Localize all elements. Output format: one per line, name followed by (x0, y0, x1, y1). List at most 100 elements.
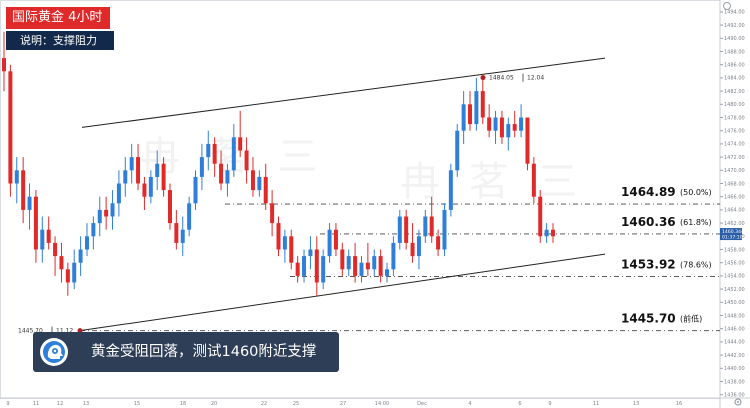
candle-down (174, 223, 179, 243)
y-tick-label: 1438.00 (724, 379, 745, 385)
candle-up (461, 104, 466, 131)
candle-down (2, 58, 6, 72)
time-axis: 9 11 12 13 15 18 20 22 25 27 14:00 Dec 4 6 9 11 13 16 (6, 401, 682, 407)
candle-up (391, 242, 396, 270)
candle-up (416, 236, 421, 257)
x-tick-label: 4 (468, 401, 471, 407)
candle-up (187, 203, 192, 230)
low-point-marker (77, 328, 83, 334)
candle-down (436, 236, 441, 250)
gear-icon[interactable] (733, 397, 743, 407)
x-tick-label: 6 (518, 401, 521, 407)
y-tick-label: 1442.00 (724, 353, 745, 359)
current-price-tag (720, 228, 742, 241)
candle-up (231, 137, 236, 171)
candle-up (40, 229, 45, 250)
y-tick-label: 1486.00 (724, 63, 745, 69)
y-tick-label: 1450.00 (724, 300, 745, 306)
candle-up (302, 256, 307, 276)
candle-up (91, 223, 96, 237)
candle-down (340, 249, 345, 270)
candle-up (148, 176, 153, 197)
candle-down (487, 117, 492, 131)
candle-up (27, 196, 32, 210)
y-tick-label: 1468.00 (724, 181, 745, 187)
candle-down (353, 256, 358, 276)
candle-up (359, 262, 364, 276)
x-tick-label: 9 (6, 401, 9, 407)
candle-up (442, 209, 447, 250)
level-note: (前低) (680, 314, 702, 324)
y-tick-label: 1452.00 (724, 287, 745, 293)
channel-upper-line (81, 57, 606, 128)
x-tick-label: 15 (134, 401, 140, 407)
current-price-value: 1460.344 (722, 229, 744, 235)
y-tick-label: 1462.00 (724, 221, 745, 227)
candle-up (123, 170, 128, 184)
circle-icon[interactable] (722, 1, 732, 11)
candle-up (282, 236, 287, 250)
level-note: (61.8%) (680, 218, 712, 227)
candle-down (65, 269, 70, 283)
y-tick-label: 1476.00 (724, 129, 745, 135)
x-tick-label: 9 (548, 401, 551, 407)
candle-down (295, 262, 300, 276)
price-points: 1484.05 12.04 1445.70 11.12 (18, 73, 544, 335)
price-axis: 1494.00 1492.00 1490.00 1488.00 1486.00 1484.… (720, 10, 745, 399)
y-tick-label: 1448.00 (724, 313, 745, 319)
x-tick-label: 22 (261, 401, 267, 407)
candle-up (519, 117, 524, 131)
low-point-price: 1445.70 (18, 328, 43, 335)
candle-down (53, 242, 58, 257)
candle-down (46, 229, 51, 243)
y-tick-label: 1444.00 (724, 340, 745, 346)
candle-down (136, 157, 141, 184)
candle-up (110, 203, 115, 217)
candle-down (365, 262, 370, 270)
high-point-marker (480, 75, 486, 81)
y-tick-label: 1446.00 (724, 327, 745, 333)
candle-down (525, 117, 530, 164)
x-tick-label: Dec (417, 401, 427, 407)
x-tick-label: 13 (83, 401, 89, 407)
y-tick-label: 1454.00 (724, 274, 745, 280)
candle-down (21, 170, 26, 210)
candle-down (410, 242, 415, 257)
y-tick-label: 1482.00 (724, 89, 745, 95)
y-tick-label: 1480.00 (724, 102, 745, 108)
x-tick-label: 11 (593, 401, 599, 407)
candle-down (551, 229, 555, 237)
candle-down (212, 143, 217, 164)
y-tick-label: 1488.00 (724, 49, 745, 55)
y-tick-label: 1472.00 (724, 155, 745, 161)
candlesticks (2, 31, 555, 296)
candle-down (104, 209, 109, 217)
candle-down (538, 196, 543, 237)
candle-down (8, 71, 13, 184)
technical-analysis-head-icon (40, 338, 68, 366)
candle-up (97, 209, 102, 224)
candle-down (289, 236, 294, 263)
y-tick-label: 1484.00 (724, 76, 745, 82)
candle-up (14, 170, 19, 184)
level-price: 1453.92 (621, 257, 676, 271)
level-price: 1464.89 (621, 185, 676, 199)
candle-down (142, 183, 147, 197)
candle-up (474, 91, 479, 125)
candle-down (512, 124, 517, 131)
candle-up (206, 143, 211, 158)
y-tick-label: 1436.00 (724, 393, 745, 399)
y-tick-label: 1474.00 (724, 142, 745, 148)
level-price: 1445.70 (621, 312, 676, 326)
x-tick-label: 12 (57, 401, 63, 407)
candle-down (263, 176, 268, 204)
candle-up (116, 183, 121, 204)
x-tick-label: 20 (211, 401, 217, 407)
candle-down (378, 256, 383, 276)
x-tick-label: 27 (340, 401, 346, 407)
x-tick-label: 14:00 (375, 401, 389, 407)
candle-down (238, 137, 243, 151)
candle-down (33, 196, 38, 250)
y-tick-label: 1440.00 (724, 366, 745, 372)
